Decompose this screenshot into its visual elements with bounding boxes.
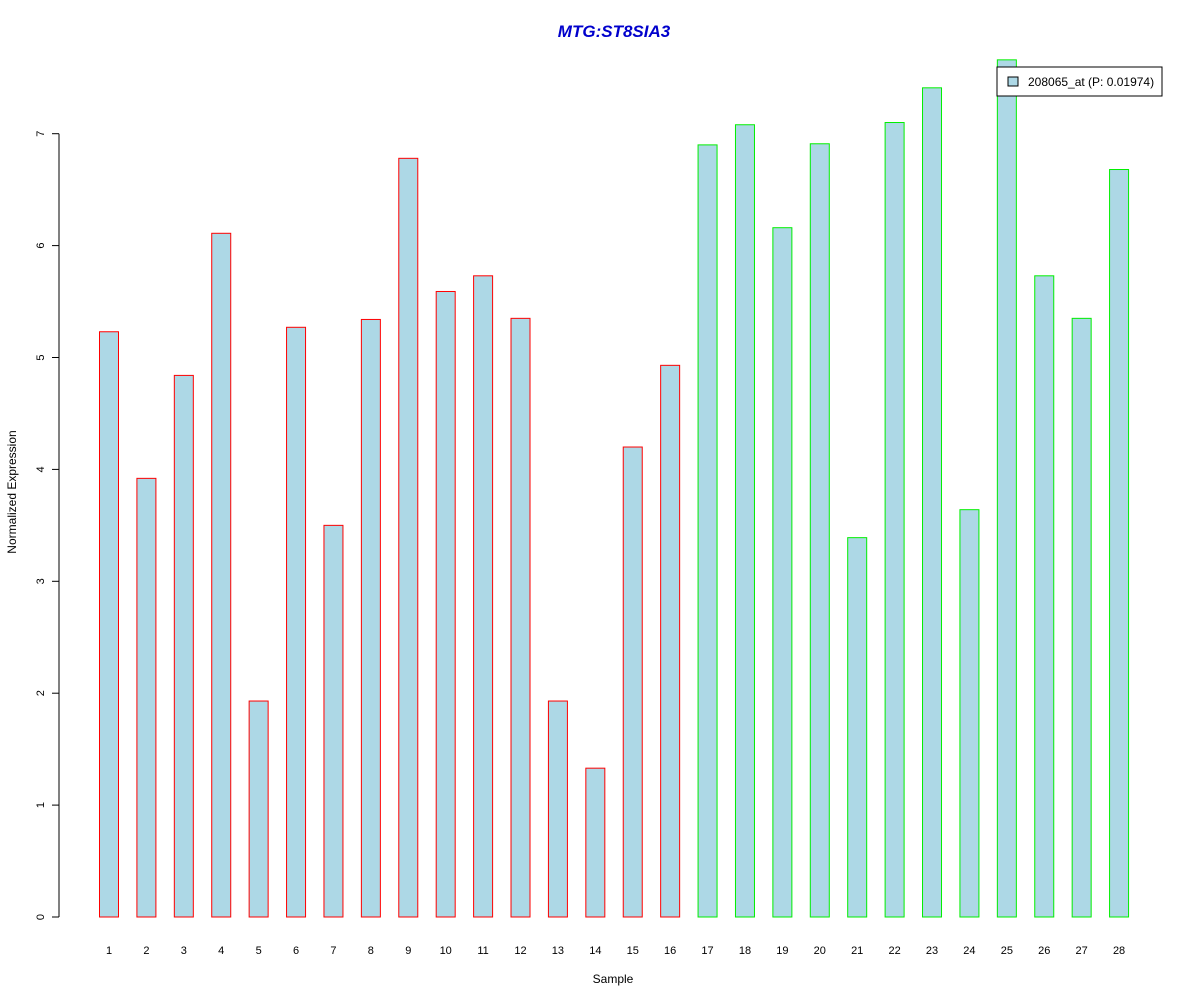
y-tick-label: 6 <box>35 243 47 249</box>
x-tick-label: 2 <box>143 945 149 957</box>
x-tick-label: 3 <box>181 945 187 957</box>
y-axis: 0 1 2 3 4 5 6 7 <box>35 131 60 920</box>
bar-sample-6 <box>286 326 307 918</box>
bar-sample-21 <box>847 537 868 918</box>
legend-box <box>996 66 1163 97</box>
x-tick-label: 24 <box>963 945 975 957</box>
bar-sample-18 <box>734 124 755 918</box>
y-tick-label: 7 <box>35 131 47 137</box>
y-tick-label: 5 <box>35 354 47 360</box>
bar-sample-15 <box>622 446 643 918</box>
x-tick-label: 28 <box>1113 945 1125 957</box>
y-tick-label: 0 <box>35 914 47 920</box>
y-tick-label: 3 <box>35 578 47 584</box>
x-tick-label: 11 <box>477 945 488 957</box>
bar-sample-14 <box>585 767 606 918</box>
bar-sample-22 <box>884 122 905 918</box>
x-tick-label: 27 <box>1076 945 1088 957</box>
bar-sample-23 <box>922 87 943 918</box>
bar-sample-20 <box>809 143 830 918</box>
legend: 208065_at (P: 0.01974) <box>996 66 1163 97</box>
bar-sample-4 <box>211 232 232 918</box>
bar-sample-10 <box>435 290 456 918</box>
x-tick-label: 1 <box>106 945 112 957</box>
bar-sample-8 <box>360 318 381 918</box>
x-tick-label: 17 <box>701 945 713 957</box>
x-tick-label: 9 <box>405 945 411 957</box>
x-tick-label: 4 <box>218 945 224 957</box>
y-tick-label: 2 <box>35 690 47 696</box>
bar-sample-27 <box>1071 317 1092 918</box>
x-axis-title: Sample <box>593 972 634 986</box>
x-tick-label: 20 <box>814 945 826 957</box>
x-tick-label: 7 <box>330 945 336 957</box>
x-tick-label: 25 <box>1001 945 1013 957</box>
chart-title: MTG:ST8SIA3 <box>558 22 671 41</box>
x-tick-label: 18 <box>739 945 751 957</box>
legend-swatch <box>1007 76 1019 87</box>
bar-sample-16 <box>660 364 681 918</box>
x-tick-label: 6 <box>293 945 299 957</box>
x-tick-labels: 1 2 3 4 5 6 7 8 9 10 11 12 13 14 15 16 17 18 19 20 21 22 23 24 2… <box>106 945 1125 957</box>
bars-group <box>99 59 1130 918</box>
x-tick-label: 5 <box>256 945 262 957</box>
bar-sample-19 <box>772 227 793 918</box>
legend-label: 208065_at (P: 0.01974) <box>1028 75 1154 89</box>
bar-sample-28 <box>1109 169 1130 918</box>
x-tick-label: 15 <box>627 945 639 957</box>
x-tick-label: 22 <box>888 945 900 957</box>
y-tick-label: 4 <box>35 466 47 472</box>
bar-sample-26 <box>1034 275 1055 918</box>
x-tick-label: 26 <box>1038 945 1050 957</box>
bar-sample-5 <box>248 700 269 918</box>
bar-sample-3 <box>173 374 194 918</box>
x-tick-label: 19 <box>776 945 788 957</box>
y-tick-label: 1 <box>35 802 47 808</box>
bar-sample-1 <box>99 331 119 918</box>
x-tick-label: 13 <box>552 945 564 957</box>
x-tick-label: 12 <box>514 945 526 957</box>
x-tick-label: 21 <box>851 945 863 957</box>
bar-sample-7 <box>323 524 344 918</box>
bar-sample-9 <box>398 157 419 918</box>
bar-sample-17 <box>697 144 718 918</box>
bar-sample-25 <box>996 59 1017 918</box>
bar-sample-12 <box>510 317 531 918</box>
y-axis-title: Normalized Expression <box>5 430 19 553</box>
x-tick-label: 16 <box>664 945 676 957</box>
x-tick-label: 10 <box>440 945 452 957</box>
bar-sample-2 <box>136 477 157 918</box>
x-tick-label: 14 <box>589 945 601 957</box>
bar-sample-24 <box>959 509 980 918</box>
x-tick-label: 8 <box>368 945 374 957</box>
bar-sample-11 <box>473 275 494 918</box>
x-tick-label: 23 <box>926 945 938 957</box>
bar-sample-13 <box>547 700 568 918</box>
